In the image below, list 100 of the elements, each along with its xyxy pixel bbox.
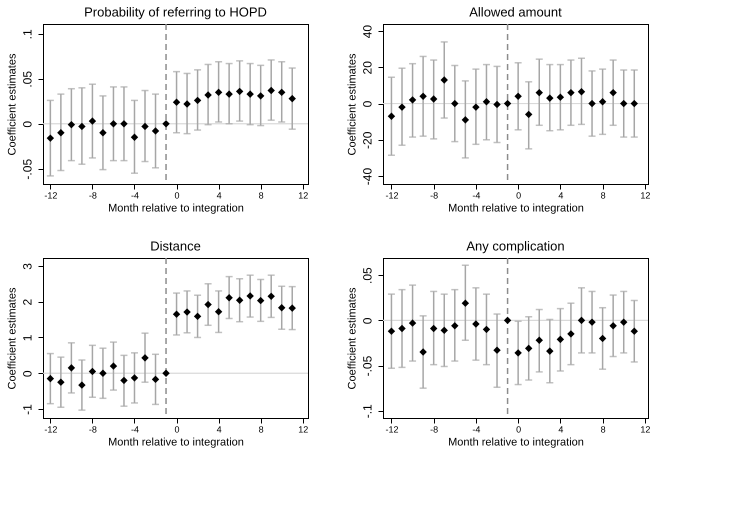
point: [267, 86, 275, 94]
point: [556, 336, 564, 344]
point: [451, 322, 458, 330]
point: [609, 88, 617, 96]
point: [440, 326, 448, 334]
point: [46, 134, 54, 142]
x-tick-label: 12: [640, 424, 650, 434]
point: [78, 381, 86, 389]
point: [88, 368, 96, 376]
point: [246, 90, 254, 98]
point: [225, 90, 233, 98]
y-tick-label: -40: [360, 168, 374, 186]
point: [99, 370, 107, 377]
x-tick-label: 12: [298, 424, 308, 434]
chart-title: Probability of referring to HOPD: [84, 4, 267, 20]
point: [183, 100, 191, 108]
point: [120, 120, 128, 128]
point: [183, 308, 191, 316]
x-tick-label: -4: [472, 424, 480, 434]
point: [567, 330, 575, 338]
point: [578, 316, 586, 324]
x-axis-title: Month relative to integration: [108, 202, 244, 214]
y-tick-label: -.1: [360, 404, 374, 418]
x-tick-label: 0: [174, 424, 180, 434]
point: [152, 376, 160, 384]
point: [398, 324, 406, 332]
point: [78, 122, 86, 130]
y-tick-label: -1: [20, 404, 34, 415]
y-tick-label: 2: [20, 298, 34, 306]
point: [152, 127, 160, 135]
y-tick-label: 0: [20, 120, 34, 128]
point: [462, 116, 470, 124]
point: [88, 117, 96, 125]
y-axis-title: Coefficient estimates: [6, 53, 18, 156]
point: [408, 96, 416, 104]
x-tick-label: 4: [558, 190, 564, 200]
point: [472, 103, 480, 111]
x-tick-label: 0: [516, 190, 522, 200]
point: [514, 349, 522, 357]
y-tick-label: .05: [360, 267, 374, 284]
x-tick-label: 12: [298, 190, 308, 200]
point: [267, 292, 275, 300]
y-tick-label: -20: [360, 131, 374, 149]
point: [204, 300, 212, 308]
y-tick-label: -.05: [360, 355, 374, 376]
y-tick-label: .05: [20, 70, 34, 88]
point: [141, 122, 149, 130]
point: [398, 103, 406, 111]
point: [598, 98, 606, 106]
point: [620, 100, 628, 108]
point: [504, 100, 512, 108]
point: [546, 347, 554, 355]
point: [493, 346, 501, 354]
point: [172, 310, 180, 318]
point: [556, 93, 564, 101]
x-tick-label: -8: [430, 190, 438, 200]
x-tick-label: 8: [600, 424, 606, 434]
point: [278, 88, 286, 96]
point: [130, 374, 138, 382]
x-tick-label: -12: [44, 190, 58, 200]
point: [430, 95, 438, 103]
x-tick-label: 8: [258, 190, 264, 200]
point: [598, 334, 606, 342]
x-tick-label: 0: [174, 190, 180, 200]
point: [630, 100, 638, 108]
x-tick-label: -12: [385, 424, 398, 434]
y-tick-label: 20: [360, 60, 374, 74]
point: [214, 88, 222, 96]
y-tick-label: 0: [360, 100, 374, 108]
x-tick-label: -4: [130, 424, 139, 434]
point: [214, 308, 222, 316]
x-tick-label: -8: [88, 424, 97, 434]
point: [588, 318, 596, 326]
x-tick-label: 8: [258, 424, 264, 434]
x-tick-label: -4: [130, 190, 139, 200]
x-tick-label: 8: [600, 190, 606, 200]
point: [567, 88, 575, 96]
x-tick-label: -4: [472, 190, 480, 200]
x-tick-label: 4: [216, 190, 222, 200]
point: [68, 120, 76, 128]
point: [408, 319, 416, 327]
point: [57, 129, 65, 136]
x-tick-label: 12: [640, 190, 650, 200]
y-axis-title: Coefficient estimates: [346, 287, 358, 390]
point: [462, 299, 470, 307]
point: [288, 304, 296, 312]
point: [536, 336, 543, 344]
y-tick-label: 40: [360, 24, 374, 38]
y-tick-label: 0: [360, 317, 374, 324]
y-tick-label: 1: [20, 334, 34, 342]
chart-title: Any complication: [466, 238, 565, 254]
x-tick-label: 4: [216, 424, 222, 434]
point: [194, 312, 202, 320]
point: [546, 94, 554, 102]
point: [46, 374, 54, 382]
point: [388, 112, 396, 120]
point: [609, 322, 617, 330]
point: [388, 328, 396, 335]
point: [236, 296, 244, 304]
point: [141, 354, 149, 362]
